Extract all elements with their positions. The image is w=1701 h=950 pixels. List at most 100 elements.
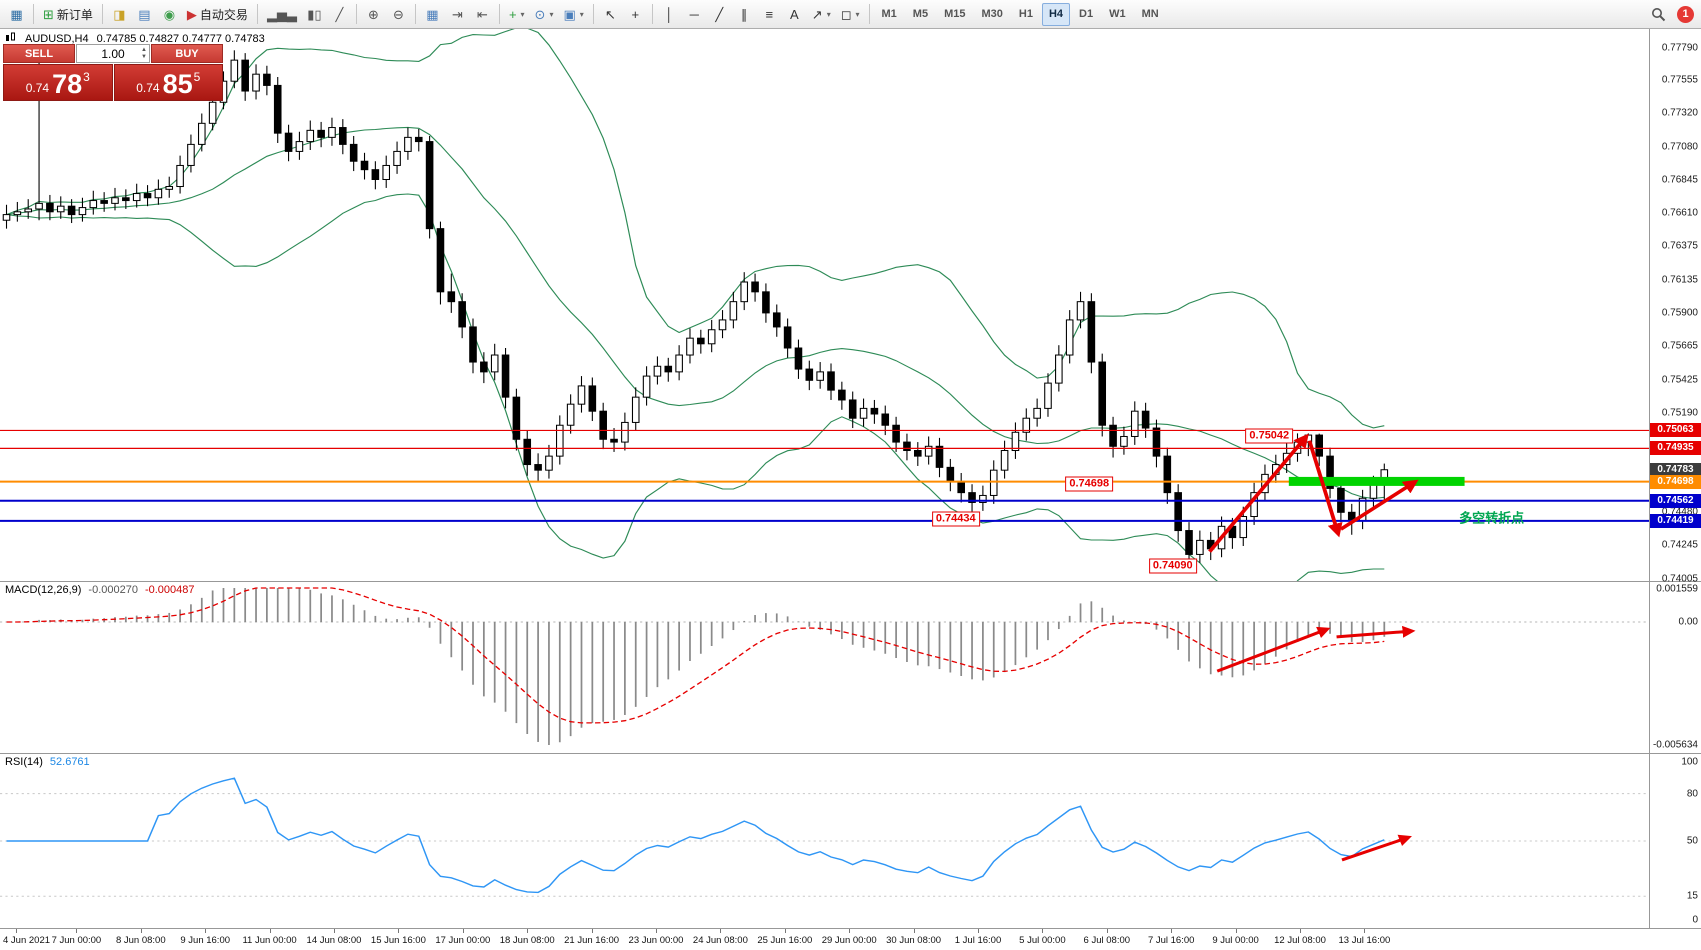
time-label: 4 Jun 2021 (3, 935, 51, 946)
crosshair-icon[interactable]: + (631, 6, 640, 22)
timeframe-button-w1[interactable]: W1 (1109, 8, 1126, 20)
chart-symbol-period: AUDUSD,H4 (25, 33, 89, 45)
time-label: 11 Jun 00:00 (242, 935, 297, 946)
buy-price-big-digits: 85 (162, 69, 193, 99)
price-tick-label: 0.75425 (1661, 374, 1698, 386)
macd-panel: MACD(12,26,9) -0.000270 -0.000487 0.0015… (0, 582, 1701, 754)
zoom-in-icon[interactable]: ⊕ (367, 6, 379, 22)
macd-scale[interactable]: 0.001559 0.00 -0.005634 (1649, 582, 1701, 753)
text-icon[interactable]: A (789, 6, 799, 22)
time-label: 8 Jun 08:00 (115, 935, 166, 946)
time-tick (140, 929, 142, 933)
price-tick-label: 0.76845 (1661, 174, 1698, 186)
time-tick (205, 929, 207, 933)
rsi-scale[interactable]: 100 80 50 15 0 (1649, 754, 1701, 928)
time-tick (462, 929, 464, 933)
candlestick-icon[interactable]: ▮▯ (307, 6, 322, 22)
chart-shift-icon[interactable]: ⇤ (476, 6, 488, 22)
toolbar-separator (868, 4, 870, 24)
terminal-icon[interactable]: ◉ (163, 6, 176, 22)
periods-button[interactable]: ⊙ ▾ (534, 6, 554, 22)
timeframe-button-m30[interactable]: M30 (981, 8, 1003, 20)
time-label: 9 Jun 16:00 (180, 935, 231, 946)
market-watch-icon[interactable]: ◨ (113, 6, 126, 22)
chart-ohlc-values: 0.74785 0.74827 0.74777 0.74783 (96, 33, 265, 45)
time-label: 25 Jun 16:00 (757, 935, 813, 946)
price-tag: 0.74698 (1650, 474, 1701, 489)
macd-main-value: -0.000270 (88, 584, 138, 596)
cursor-icon[interactable]: ↖ (604, 6, 616, 22)
fibonacci-icon[interactable]: ≡ (765, 6, 774, 22)
autotrading-button[interactable]: ▶ 自动交易 (186, 6, 248, 22)
timeframe-button-m15[interactable]: M15 (944, 8, 966, 20)
time-tick (334, 929, 335, 933)
time-tick (591, 929, 593, 933)
price-tag: 0.74935 (1650, 441, 1701, 456)
templates-button[interactable]: ▣ ▾ (563, 6, 584, 22)
tile-windows-icon[interactable]: ▦ (426, 6, 439, 22)
price-tick-label: 0.76375 (1661, 240, 1698, 252)
macd-header: MACD(12,26,9) -0.000270 -0.000487 (5, 584, 195, 596)
time-tick (1042, 929, 1044, 933)
buy-price-button[interactable]: 0.74 85 5 (113, 64, 223, 101)
indicators-button[interactable]: + ▾ (508, 6, 525, 22)
time-label: 24 Jun 08:00 (692, 935, 748, 946)
time-tick (1106, 929, 1108, 933)
time-tick (784, 929, 786, 933)
toolbar-separator (592, 4, 594, 24)
price-tick-label: 0.74245 (1661, 539, 1698, 551)
buy-button[interactable]: BUY (151, 44, 223, 63)
one-click-top-row: SELL 1.00 ▲ ▼ BUY (3, 44, 223, 63)
timeframe-button-m5[interactable]: M5 (912, 8, 929, 20)
price-chart-canvas[interactable] (0, 29, 1649, 581)
rsi-scale-label: 80 (1686, 788, 1698, 800)
shapes-icon[interactable]: ◻ ▾ (840, 6, 860, 22)
toolbar-separator (414, 4, 416, 24)
turning-point-note: 多空转折点 (1459, 510, 1525, 525)
time-label: 7 Jun 00:00 (51, 935, 102, 946)
timeframe-button-m1[interactable]: M1 (881, 8, 897, 20)
channel-icon[interactable]: ∥ (741, 6, 748, 22)
price-scale[interactable]: 0.77790 0.77555 0.77320 0.77080 0.76845 0.766… (1649, 29, 1701, 585)
bar-chart-icon[interactable]: ▂▅▃ (266, 6, 297, 22)
app-icon: ▦ (10, 6, 23, 22)
price-tag: 0.74419 (1650, 513, 1701, 528)
timeframe-button-mn[interactable]: MN (1141, 8, 1159, 20)
timeframe-button-h4[interactable]: H4 (1041, 2, 1071, 26)
volume-up-button[interactable]: ▲ (141, 47, 147, 53)
sell-price-button[interactable]: 0.74 78 3 (3, 64, 113, 101)
price-tick-label: 0.77790 (1661, 42, 1698, 53)
macd-canvas[interactable] (0, 582, 1649, 753)
timeframe-button-h1[interactable]: H1 (1018, 8, 1033, 20)
price-annotation-label: 0.74434 (931, 511, 980, 527)
sell-button[interactable]: SELL (3, 44, 75, 63)
rsi-canvas[interactable] (0, 754, 1649, 928)
rsi-scale-label: 100 (1681, 756, 1698, 768)
time-tick (1235, 929, 1237, 933)
toolbar-right: 1 (1646, 3, 1697, 26)
vertical-line-icon[interactable]: │ (665, 6, 674, 22)
horizontal-line-icon[interactable]: ─ (689, 6, 699, 22)
time-label: 21 Jun 16:00 (564, 935, 620, 946)
time-axis[interactable]: 4 Jun 2021 7 Jun 00:00 8 Jun 08:00 9 Jun 16… (0, 929, 1701, 950)
arrows-tool-icon[interactable]: ↗ ▾ (811, 6, 831, 22)
trendline-icon[interactable]: ╱ (715, 6, 724, 22)
timeframe-button-d1[interactable]: D1 (1079, 8, 1094, 20)
notification-badge[interactable]: 1 (1677, 5, 1694, 23)
rsi-panel: RSI(14) 52.6761 100 80 50 15 0 (0, 754, 1701, 929)
navigator-icon[interactable]: ▤ (138, 6, 151, 22)
time-tick (656, 929, 657, 933)
volume-down-button[interactable]: ▼ (141, 54, 147, 60)
line-chart-icon[interactable]: ╱ (335, 6, 344, 22)
search-icon[interactable] (1647, 3, 1670, 26)
chart-window-icon (5, 32, 17, 46)
volume-field[interactable]: 1.00 ▲ ▼ (76, 44, 150, 63)
time-label: 7 Jul 16:00 (1147, 935, 1195, 946)
macd-scale-label: -0.005634 (1652, 739, 1698, 751)
auto-scroll-icon[interactable]: ⇥ (451, 6, 463, 22)
time-tick (76, 929, 78, 933)
new-order-button[interactable]: ⊞ 新订单 (43, 6, 93, 22)
time-label: 30 Jun 08:00 (886, 935, 942, 946)
time-tick (16, 929, 17, 933)
zoom-out-icon[interactable]: ⊖ (392, 6, 404, 22)
